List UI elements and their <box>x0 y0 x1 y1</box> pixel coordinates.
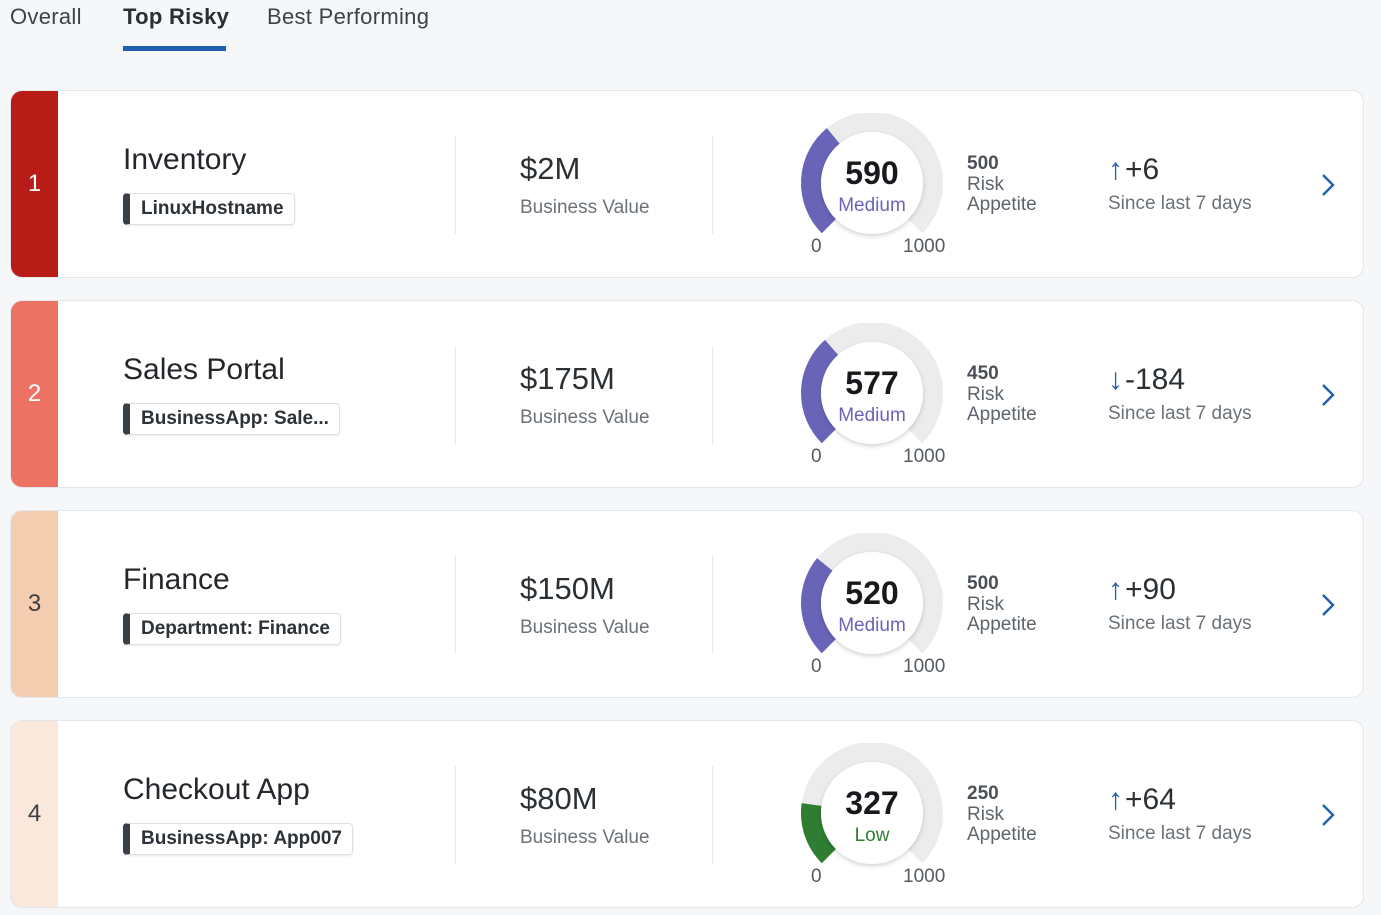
tab-overall[interactable]: Overall <box>10 4 82 29</box>
risk-score: 327 <box>845 785 899 821</box>
chevron-right-icon[interactable] <box>1317 591 1339 619</box>
trend-value: +6 <box>1125 153 1160 186</box>
trend-arrow-icon: ↑ <box>1108 153 1123 186</box>
divider <box>712 766 713 864</box>
chevron-right-icon[interactable] <box>1317 801 1339 829</box>
gauge-center <box>821 552 923 654</box>
trend-value: +90 <box>1125 573 1176 606</box>
gauge-min-label: 0 <box>811 656 822 677</box>
app-tag: Department: Finance <box>123 613 341 645</box>
risk-appetite-value: 500 <box>967 573 999 594</box>
business-value-label: Business Value <box>520 617 650 638</box>
trend-value: +64 <box>1125 783 1176 816</box>
risk-score-gauge <box>801 533 943 654</box>
rank-number: 2 <box>27 380 42 407</box>
gauge-fill <box>801 339 839 444</box>
chevron-right-icon[interactable] <box>1317 381 1339 409</box>
gauge-fill <box>801 128 840 234</box>
risk-score: 520 <box>845 575 899 611</box>
business-value-label: Business Value <box>520 407 650 428</box>
gauge-fill <box>801 803 837 864</box>
gauge-center <box>821 762 923 864</box>
active-tab-indicator <box>123 46 226 51</box>
app-risk-card[interactable]: 1 Inventory LinuxHostname $2M Business V… <box>10 90 1364 278</box>
app-name: Finance <box>123 563 230 596</box>
trend-change: ↓-184 <box>1108 363 1185 397</box>
gauge-max-label: 1000 <box>903 446 946 467</box>
divider <box>712 136 713 234</box>
business-value: $2M <box>520 151 581 186</box>
divider <box>712 346 713 444</box>
risk-score: 590 <box>845 155 899 191</box>
gauge-center <box>821 132 923 234</box>
gauge-min-label: 0 <box>811 866 822 887</box>
risk-level: Low <box>854 825 890 846</box>
app-risk-card[interactable]: 2 Sales Portal BusinessApp: Sale... $175… <box>10 300 1364 488</box>
risk-score: 577 <box>845 365 899 401</box>
risk-appetite-value: 450 <box>967 363 999 384</box>
tab-best-performing[interactable]: Best Performing <box>267 4 430 29</box>
risk-level: Medium <box>838 615 906 636</box>
risk-level: Medium <box>838 405 906 426</box>
gauge-fill <box>801 558 837 654</box>
risk-appetite-value: 250 <box>967 783 999 804</box>
trend-arrow-icon: ↓ <box>1108 363 1123 396</box>
rank-badge: 1 <box>11 91 58 277</box>
app-tag: BusinessApp: App007 <box>123 823 353 855</box>
app-name: Inventory <box>123 143 247 176</box>
rank-number: 3 <box>27 590 42 617</box>
divider <box>712 556 713 654</box>
business-value-label: Business Value <box>520 197 650 218</box>
gauge-max-label: 1000 <box>903 866 946 887</box>
business-value: $175M <box>520 361 615 396</box>
app-tag: LinuxHostname <box>123 193 295 225</box>
risk-score-gauge <box>801 743 943 864</box>
app-name: Sales Portal <box>123 353 285 386</box>
gauge-min-label: 0 <box>811 446 822 467</box>
risk-appetite-label: Risk Appetite <box>967 804 1037 845</box>
trend-change: ↑+90 <box>1108 573 1176 607</box>
business-value: $150M <box>520 571 615 606</box>
trend-arrow-icon: ↑ <box>1108 783 1123 816</box>
app-name: Checkout App <box>123 773 310 806</box>
risk-score-gauge <box>801 323 943 444</box>
divider <box>455 136 456 234</box>
trend-change: ↑+6 <box>1108 153 1159 187</box>
tab-top-risky[interactable]: Top Risky <box>123 4 230 29</box>
gauge-max-label: 1000 <box>903 236 946 257</box>
trend-period-label: Since last 7 days <box>1108 613 1252 634</box>
rank-badge: 2 <box>11 301 58 487</box>
trend-change: ↑+64 <box>1108 783 1176 817</box>
trend-period-label: Since last 7 days <box>1108 403 1252 424</box>
risk-appetite-label: Risk Appetite <box>967 384 1037 425</box>
risk-appetite-value: 500 <box>967 153 999 174</box>
business-value-label: Business Value <box>520 827 650 848</box>
divider <box>455 556 456 654</box>
risk-appetite-label: Risk Appetite <box>967 594 1037 635</box>
divider <box>455 766 456 864</box>
app-tag: BusinessApp: Sale... <box>123 403 340 435</box>
rank-number: 1 <box>27 170 42 197</box>
risk-appetite-label: Risk Appetite <box>967 174 1037 215</box>
rank-badge: 3 <box>11 511 58 697</box>
business-value: $80M <box>520 781 598 816</box>
gauge-center <box>821 342 923 444</box>
rank-number: 4 <box>27 800 42 827</box>
tab-bar: Overall Top Risky Best Performing <box>0 0 1381 54</box>
gauge-min-label: 0 <box>811 236 822 257</box>
gauge-max-label: 1000 <box>903 656 946 677</box>
trend-value: -184 <box>1125 363 1186 396</box>
rank-badge: 4 <box>11 721 58 907</box>
risk-score-gauge <box>801 113 943 234</box>
risk-level: Medium <box>838 195 906 216</box>
trend-arrow-icon: ↑ <box>1108 573 1123 606</box>
app-risk-card[interactable]: 4 Checkout App BusinessApp: App007 $80M … <box>10 720 1364 908</box>
divider <box>455 346 456 444</box>
trend-period-label: Since last 7 days <box>1108 193 1252 214</box>
chevron-right-icon[interactable] <box>1317 171 1339 199</box>
app-risk-card[interactable]: 3 Finance Department: Finance $150M Busi… <box>10 510 1364 698</box>
trend-period-label: Since last 7 days <box>1108 823 1252 844</box>
